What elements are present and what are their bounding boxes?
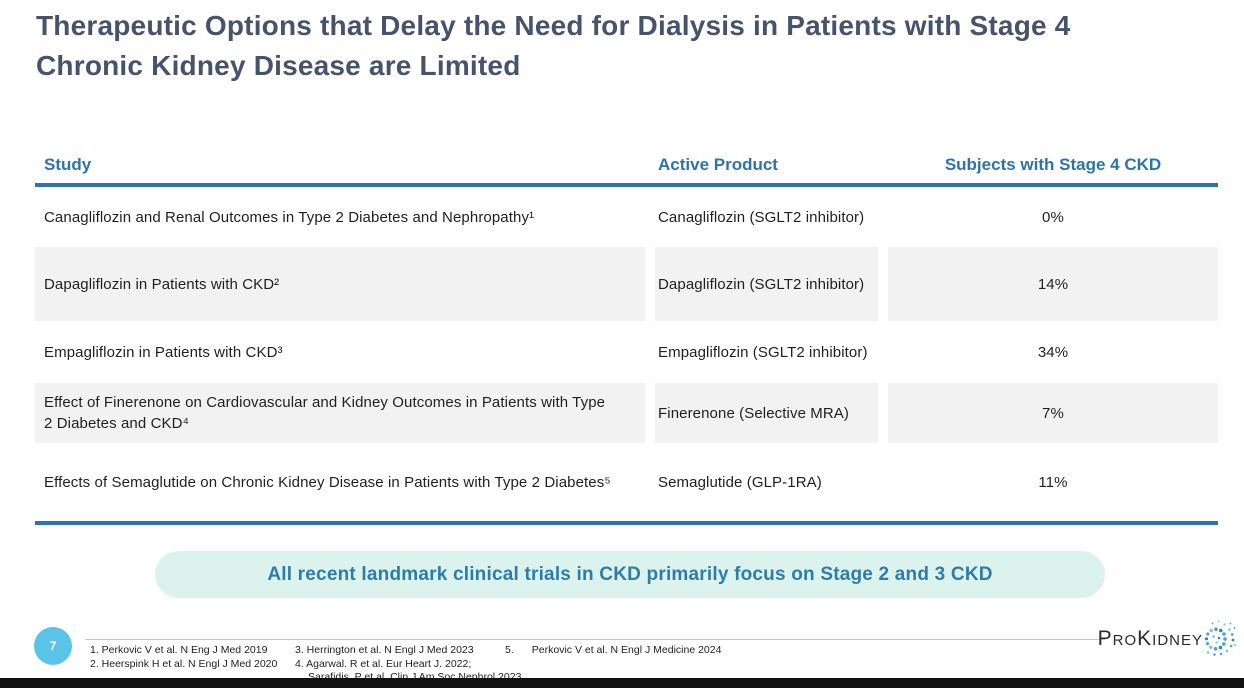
pct-cell: 11% <box>1038 473 1068 491</box>
study-cell: Dapagliflozin in Patients with CKD² <box>35 247 645 321</box>
callout-text: All recent landmark clinical trials in C… <box>267 563 993 585</box>
study-cell: Canagliflozin and Renal Outcomes in Type… <box>44 208 535 226</box>
study-cell: Effect of Finerenone on Cardiovascular a… <box>35 383 645 443</box>
table-bottom-rule <box>35 521 1218 525</box>
col-header-study: Study <box>44 155 92 174</box>
references-column-1: 1. Perkovic V et al. N Eng J Med 2019 2.… <box>90 644 277 671</box>
reference-5-number: 5. <box>505 644 514 656</box>
product-cell: Empagliflozin (SGLT2 inhibitor) <box>658 343 868 361</box>
reference-5: Perkovic V et al. N Engl J Medicine 2024 <box>531 644 722 656</box>
product-cell: Semaglutide (GLP-1RA) <box>658 473 822 491</box>
study-cell: Effects of Semaglutide on Chronic Kidney… <box>44 473 611 491</box>
page-number: 7 <box>49 639 57 653</box>
table-row-dapagliflozin: Dapagliflozin in Patients with CKD² Dapa… <box>35 247 1218 321</box>
trials-table: Study Active Product Subjects with Stage… <box>35 155 1218 525</box>
reference-4: 4. Agarwal. R et al. Eur Heart J. 2022; <box>295 657 472 670</box>
slide-title: Therapeutic Options that Delay the Need … <box>36 10 1071 81</box>
reference-3: 3. Herrington et al. N Engl J Med 2023 <box>295 644 474 656</box>
pct-cell: 34% <box>1037 343 1069 361</box>
table-row-canagliflozin: Canagliflozin and Renal Outcomes in Type… <box>35 187 1218 247</box>
col-header-subjects-stage4: Subjects with Stage 4 CKD <box>944 155 1162 174</box>
prokidney-logo: ProKidney <box>1098 616 1236 662</box>
table-header-row: Study Active Product Subjects with Stage… <box>35 155 1218 187</box>
pct-cell: 0% <box>1042 208 1064 226</box>
reference-1: 1. Perkovic V et al. N Eng J Med 2019 <box>90 644 268 656</box>
product-cell: Dapagliflozin (SGLT2 inhibitor) <box>655 247 878 321</box>
study-cell: Empagliflozin in Patients with CKD³ <box>44 343 283 361</box>
callout-banner: All recent landmark clinical trials in C… <box>155 551 1105 598</box>
bottom-bar <box>0 678 1244 688</box>
col-header-active-product: Active Product <box>658 155 778 174</box>
pct-cell: 7% <box>888 383 1218 443</box>
table-row-finerenone: Effect of Finerenone on Cardiovascular a… <box>35 383 1218 443</box>
reference-2: 2. Heerspink H et al. N Engl J Med 2020 <box>90 657 278 670</box>
footer-divider <box>85 639 1105 640</box>
product-cell: Canagliflozin (SGLT2 inhibitor) <box>658 208 865 226</box>
table-row-empagliflozin: Empagliflozin in Patients with CKD³ Empa… <box>35 321 1218 383</box>
page-number-badge: 7 <box>34 627 72 665</box>
pct-cell: 14% <box>888 247 1218 321</box>
table-row-semaglutide: Effects of Semaglutide on Chronic Kidney… <box>35 443 1218 521</box>
prokidney-logo-text: ProKidney <box>1097 627 1203 650</box>
prokidney-logo-dots-icon <box>1204 620 1236 656</box>
references-column-3: 5. Perkovic V et al. N Engl J Medicine 20… <box>505 644 721 658</box>
product-cell: Finerenone (Selective MRA) <box>655 383 878 443</box>
